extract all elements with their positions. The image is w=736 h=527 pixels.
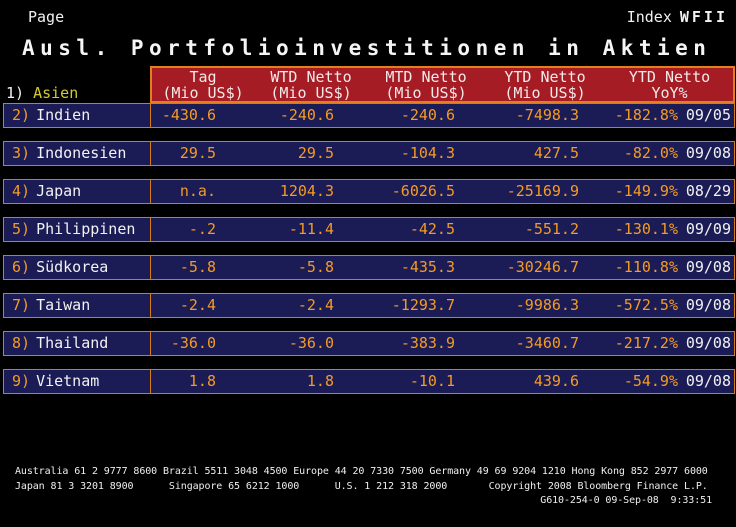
footer-contact-line-2: Japan 81 3 3201 8900 Singapore 65 6212 1…: [15, 481, 708, 492]
table-row-indien[interactable]: 2) Indien -430.6 -240.6 -240.6 -7498.3 -1…: [3, 103, 735, 128]
index-ticker: WFII: [679, 8, 728, 26]
cell-date: 09/05: [685, 106, 731, 124]
cell-wtd: 1204.3: [279, 182, 334, 200]
cell-wtd: -36.0: [288, 334, 334, 352]
country-name: Indonesien: [36, 144, 127, 162]
cell-date: 09/08: [685, 144, 731, 162]
cell-mtd: -42.5: [409, 220, 455, 238]
page-label: Page: [28, 8, 65, 26]
cell-date: 09/08: [685, 258, 731, 276]
row-label: 3) Indonesien: [4, 142, 151, 165]
cell-wtd: -11.4: [288, 220, 334, 238]
cell-yoy: -149.9%: [614, 182, 678, 200]
table-row-taiwan[interactable]: 7) Taiwan -2.4 -2.4 -1293.7 -9986.3 -572.…: [3, 293, 735, 318]
cell-ytd: -3460.7: [515, 334, 579, 352]
cell-wtd: -5.8: [297, 258, 334, 276]
cell-ytd: -9986.3: [515, 296, 579, 314]
cell-date: 08/29: [685, 182, 731, 200]
cell-mtd: -383.9: [400, 334, 455, 352]
table-row-suedkorea[interactable]: 6) Südkorea -5.8 -5.8 -435.3 -30246.7 -11…: [3, 255, 735, 280]
row-label: 9) Vietnam: [4, 370, 151, 393]
row-label: 7) Taiwan: [4, 294, 151, 317]
cell-date: 09/09: [685, 220, 731, 238]
row-label: 8) Thailand: [4, 332, 151, 355]
cell-tag: -36.0: [170, 334, 216, 352]
cell-date: 09/08: [685, 334, 731, 352]
cell-mtd: -6026.5: [391, 182, 455, 200]
column-header-ytd-netto: YTD Netto (Mio US$): [504, 67, 586, 102]
region-name: Asien: [33, 84, 79, 102]
cell-yoy: -217.2%: [614, 334, 678, 352]
row-label: 2) Indien: [4, 104, 151, 127]
page-title: Ausl. Portfolioinvestitionen in Aktien: [22, 36, 712, 60]
cell-tag: 29.5: [179, 144, 216, 162]
cell-ytd: -25169.9: [506, 182, 579, 200]
cell-tag: n.a.: [179, 182, 216, 200]
country-name: Taiwan: [36, 296, 91, 314]
row-label: 5) Philippinen: [4, 218, 151, 241]
column-header-ytd-yoy: YTD Netto YoY%: [628, 67, 711, 102]
cell-yoy: -110.8%: [614, 258, 678, 276]
country-name: Japan: [36, 182, 82, 200]
cell-ytd: -30246.7: [506, 258, 579, 276]
table-row-thailand[interactable]: 8) Thailand -36.0 -36.0 -383.9 -3460.7 -2…: [3, 331, 735, 356]
row-label: 4) Japan: [4, 180, 151, 203]
cell-mtd: -10.1: [409, 372, 455, 390]
index-label: Index: [626, 8, 672, 26]
cell-yoy: -54.9%: [623, 372, 678, 390]
cell-date: 09/08: [685, 372, 731, 390]
cell-tag: -.2: [188, 220, 216, 238]
footer-terminal-id-timestamp: G610-254-0 09-Sep-08 9:33:51: [540, 495, 712, 506]
column-header-wtd-netto: WTD Netto (Mio US$): [270, 67, 352, 102]
region-number: 1): [6, 84, 25, 102]
country-rows: 2) Indien -430.6 -240.6 -240.6 -7498.3 -1…: [3, 103, 735, 407]
table-row-vietnam[interactable]: 9) Vietnam 1.8 1.8 -10.1 439.6 -54.9% 09/…: [3, 369, 735, 394]
country-name: Südkorea: [36, 258, 109, 276]
cell-yoy: -82.0%: [623, 144, 678, 162]
cell-tag: -430.6: [161, 106, 216, 124]
cell-date: 09/08: [685, 296, 731, 314]
cell-yoy: -572.5%: [614, 296, 678, 314]
cell-ytd: -7498.3: [515, 106, 579, 124]
country-name: Indien: [36, 106, 91, 124]
cell-wtd: 29.5: [297, 144, 334, 162]
row-label: 6) Südkorea: [4, 256, 151, 279]
cell-mtd: -1293.7: [391, 296, 455, 314]
cell-tag: -5.8: [179, 258, 216, 276]
cell-mtd: -435.3: [400, 258, 455, 276]
cell-mtd: -240.6: [400, 106, 455, 124]
cell-wtd: -2.4: [297, 296, 334, 314]
cell-wtd: -240.6: [279, 106, 334, 124]
column-header-mtd-netto: MTD Netto (Mio US$): [385, 67, 467, 102]
cell-tag: 1.8: [188, 372, 216, 390]
cell-yoy: -130.1%: [614, 220, 678, 238]
table-row-japan[interactable]: 4) Japan n.a. 1204.3 -6026.5 -25169.9 -14…: [3, 179, 735, 204]
cell-mtd: -104.3: [400, 144, 455, 162]
index-function-label: Index WFII: [627, 8, 728, 26]
cell-ytd: 427.5: [533, 144, 579, 162]
cell-wtd: 1.8: [306, 372, 334, 390]
cell-ytd: -551.2: [524, 220, 579, 238]
country-name: Philippinen: [36, 220, 136, 238]
country-name: Vietnam: [36, 372, 100, 390]
column-header-tag: Tag (Mio US$): [162, 67, 244, 102]
table-column-headers: Tag (Mio US$) WTD Netto (Mio US$) MTD Nett…: [150, 66, 735, 103]
cell-yoy: -182.8%: [614, 106, 678, 124]
cell-ytd: 439.6: [533, 372, 579, 390]
table-row-philippinen[interactable]: 5) Philippinen -.2 -11.4 -42.5 -551.2 -13…: [3, 217, 735, 242]
cell-tag: -2.4: [179, 296, 216, 314]
country-name: Thailand: [36, 334, 109, 352]
table-row-indonesien[interactable]: 3) Indonesien 29.5 29.5 -104.3 427.5 -82.…: [3, 141, 735, 166]
footer-contact-line-1: Australia 61 2 9777 8600 Brazil 5511 304…: [15, 466, 708, 477]
region-item-asien[interactable]: 1) Asien: [6, 84, 78, 102]
